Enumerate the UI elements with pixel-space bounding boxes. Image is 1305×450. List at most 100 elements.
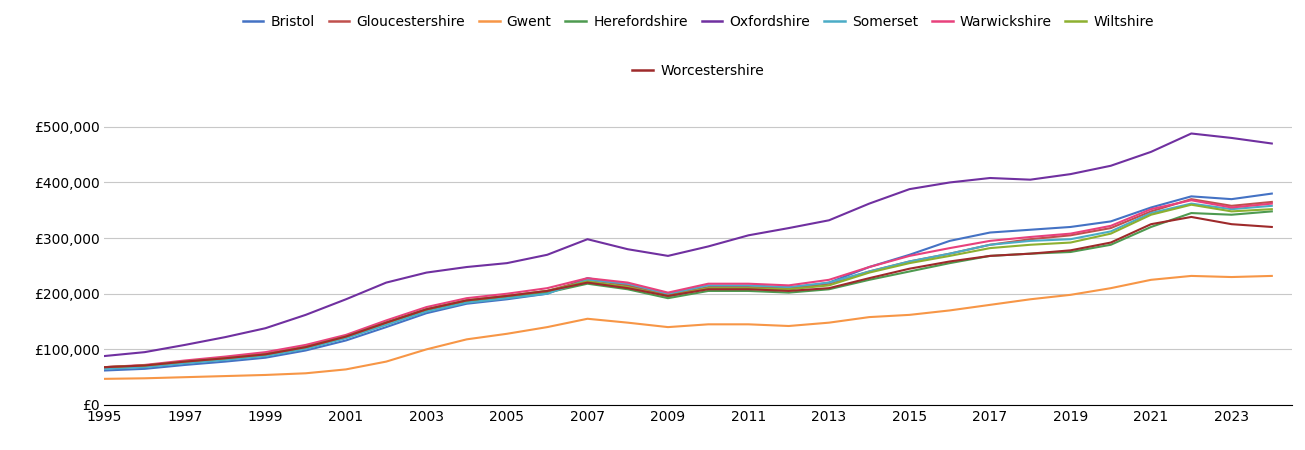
Oxfordshire	[378, 280, 394, 285]
Bristol	[378, 324, 394, 330]
Gwent	[539, 324, 555, 330]
Warwickshire	[902, 253, 917, 259]
Herefordshire	[257, 352, 273, 358]
Herefordshire	[137, 363, 153, 369]
Bristol	[660, 294, 676, 299]
Somerset	[660, 291, 676, 297]
Gwent	[1265, 273, 1280, 279]
Bristol	[1103, 219, 1118, 224]
Worcestershire	[539, 288, 555, 294]
Oxfordshire	[701, 244, 716, 249]
Herefordshire	[701, 288, 716, 294]
Warwickshire	[1062, 231, 1078, 236]
Somerset	[620, 281, 636, 286]
Gloucestershire	[1143, 209, 1159, 214]
Somerset	[97, 366, 112, 372]
Warwickshire	[378, 318, 394, 323]
Somerset	[942, 251, 958, 256]
Wiltshire	[378, 320, 394, 325]
Gwent	[942, 308, 958, 313]
Wiltshire	[137, 363, 153, 368]
Bristol	[137, 366, 153, 372]
Gloucestershire	[338, 333, 354, 339]
Somerset	[338, 336, 354, 341]
Gwent	[579, 316, 595, 321]
Oxfordshire	[983, 176, 998, 181]
Bristol	[338, 338, 354, 343]
Gwent	[780, 323, 796, 328]
Somerset	[579, 277, 595, 283]
Worcestershire	[499, 293, 514, 299]
Somerset	[378, 322, 394, 328]
Somerset	[218, 357, 234, 363]
Bristol	[1184, 194, 1199, 199]
Gloucestershire	[821, 281, 837, 286]
Wiltshire	[499, 293, 514, 299]
Gwent	[1103, 285, 1118, 291]
Gloucestershire	[378, 320, 394, 325]
Oxfordshire	[1224, 135, 1240, 141]
Worcestershire	[861, 275, 877, 281]
Bristol	[97, 368, 112, 373]
Oxfordshire	[861, 201, 877, 206]
Wiltshire	[821, 283, 837, 288]
Herefordshire	[97, 365, 112, 370]
Warwickshire	[539, 285, 555, 291]
Oxfordshire	[338, 297, 354, 302]
Gwent	[902, 312, 917, 318]
Gwent	[620, 320, 636, 325]
Herefordshire	[378, 320, 394, 325]
Somerset	[499, 296, 514, 301]
Worcestershire	[218, 356, 234, 361]
Herefordshire	[902, 269, 917, 274]
Wiltshire	[1224, 209, 1240, 214]
Gloucestershire	[257, 351, 273, 356]
Herefordshire	[741, 288, 757, 294]
Gloucestershire	[983, 242, 998, 248]
Warwickshire	[257, 350, 273, 355]
Oxfordshire	[902, 186, 917, 192]
Herefordshire	[499, 295, 514, 300]
Herefordshire	[821, 287, 837, 292]
Warwickshire	[620, 280, 636, 285]
Bristol	[1022, 227, 1037, 233]
Warwickshire	[177, 358, 193, 363]
Gloucestershire	[942, 251, 958, 256]
Legend: Worcestershire: Worcestershire	[626, 58, 770, 84]
Worcestershire	[338, 334, 354, 339]
Somerset	[137, 364, 153, 370]
Herefordshire	[1143, 224, 1159, 230]
Oxfordshire	[579, 237, 595, 242]
Wiltshire	[861, 270, 877, 275]
Oxfordshire	[620, 247, 636, 252]
Worcestershire	[660, 293, 676, 299]
Somerset	[1143, 210, 1159, 216]
Line: Wiltshire: Wiltshire	[104, 205, 1272, 367]
Gwent	[660, 324, 676, 330]
Somerset	[780, 284, 796, 290]
Bristol	[861, 264, 877, 270]
Wiltshire	[1265, 207, 1280, 212]
Gloucestershire	[861, 269, 877, 274]
Somerset	[298, 346, 313, 351]
Wiltshire	[338, 334, 354, 339]
Line: Warwickshire: Warwickshire	[104, 200, 1272, 367]
Herefordshire	[338, 334, 354, 340]
Worcestershire	[177, 359, 193, 364]
Somerset	[539, 291, 555, 297]
Gloucestershire	[1022, 237, 1037, 242]
Gwent	[701, 322, 716, 327]
Worcestershire	[942, 259, 958, 264]
Worcestershire	[579, 280, 595, 285]
Herefordshire	[660, 296, 676, 301]
Warwickshire	[1184, 198, 1199, 203]
Herefordshire	[579, 281, 595, 286]
Oxfordshire	[257, 325, 273, 331]
Herefordshire	[1103, 242, 1118, 248]
Bristol	[1062, 224, 1078, 230]
Warwickshire	[983, 238, 998, 243]
Wiltshire	[177, 359, 193, 364]
Worcestershire	[821, 285, 837, 291]
Gloucestershire	[177, 359, 193, 364]
Wiltshire	[1184, 202, 1199, 207]
